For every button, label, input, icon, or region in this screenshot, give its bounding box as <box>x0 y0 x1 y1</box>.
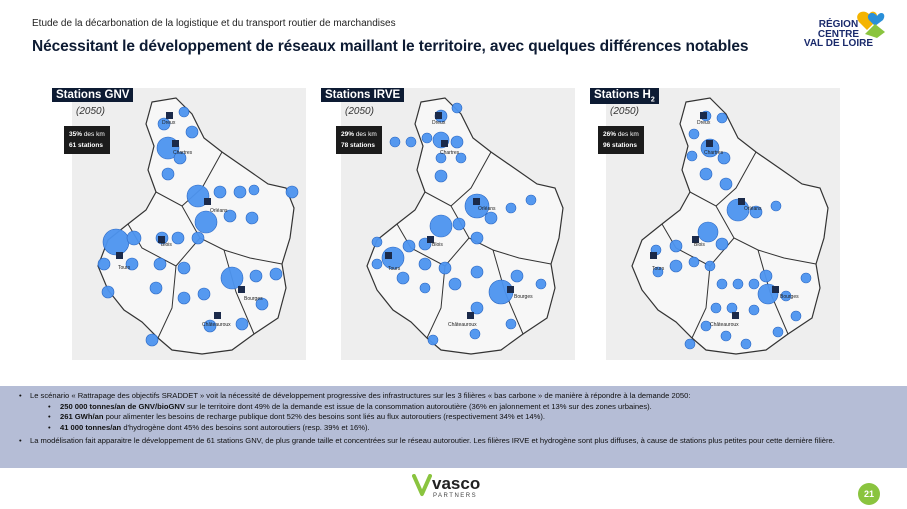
map-gnv-title: Stations GNV <box>52 88 134 102</box>
city-chartres: Chartres <box>173 150 193 156</box>
map-gnv-year: (2050) <box>76 106 105 117</box>
page-title: Nécessitant le développement de réseaux … <box>32 38 749 55</box>
city-dreux: Dreux <box>162 120 176 126</box>
sub-bullet-h2: 41 000 tonnes/an d'hydrogène dont 45% de… <box>16 423 896 434</box>
city-blois: Blois <box>161 242 172 248</box>
map-gnv-stats: 35% des km 61 stations <box>64 126 110 154</box>
city-bourges: Bourges <box>244 296 263 302</box>
vasco-logo: vasco PARTNERS <box>412 474 502 504</box>
map-h2-title: Stations H2 <box>590 88 659 105</box>
map-h2 <box>606 88 840 360</box>
bullet-scenario: Le scénario « Rattrapage des objectifs S… <box>16 391 896 402</box>
gnv-city-markers <box>116 112 245 319</box>
bullet-modelisation: La modélisation fait apparaitre le dével… <box>16 436 896 447</box>
city-chateauroux: Châteauroux <box>202 322 231 328</box>
region-logo-text: RÉGION CENTRE VAL DE LOIRE <box>803 19 873 49</box>
map-h2-year: (2050) <box>610 106 639 117</box>
city-orleans: Orléans <box>210 208 228 214</box>
vasco-v-icon <box>412 474 432 496</box>
city-tours: Tours <box>118 265 131 271</box>
irve-stations <box>371 102 547 346</box>
map-gnv <box>72 88 306 360</box>
sub-bullet-irve: 261 GWh/an pour alimenter les besoins de… <box>16 412 896 423</box>
map-irve-title: Stations IRVE <box>321 88 405 102</box>
header-subtitle: Etude de la décarbonation de la logistiq… <box>32 18 396 29</box>
map-irve-svg <box>366 97 564 355</box>
map-irve-stats: 29% des km 78 stations <box>336 126 382 154</box>
irve-city-markers <box>385 112 514 319</box>
h2-city-markers <box>650 112 779 319</box>
page-number: 21 <box>858 483 880 505</box>
region-logo <box>857 11 885 38</box>
sub-bullet-gnv: 250 000 tonnes/an de GNV/bioGNV sur le t… <box>16 402 896 413</box>
map-gnv-svg <box>97 97 299 355</box>
map-h2-stats: 26% des km 96 stations <box>598 126 644 154</box>
gnv-stations <box>97 106 299 347</box>
map-irve-year: (2050) <box>345 106 374 117</box>
map-h2-svg <box>631 97 829 355</box>
summary-bullets: Le scénario « Rattrapage des objectifs S… <box>16 391 896 447</box>
